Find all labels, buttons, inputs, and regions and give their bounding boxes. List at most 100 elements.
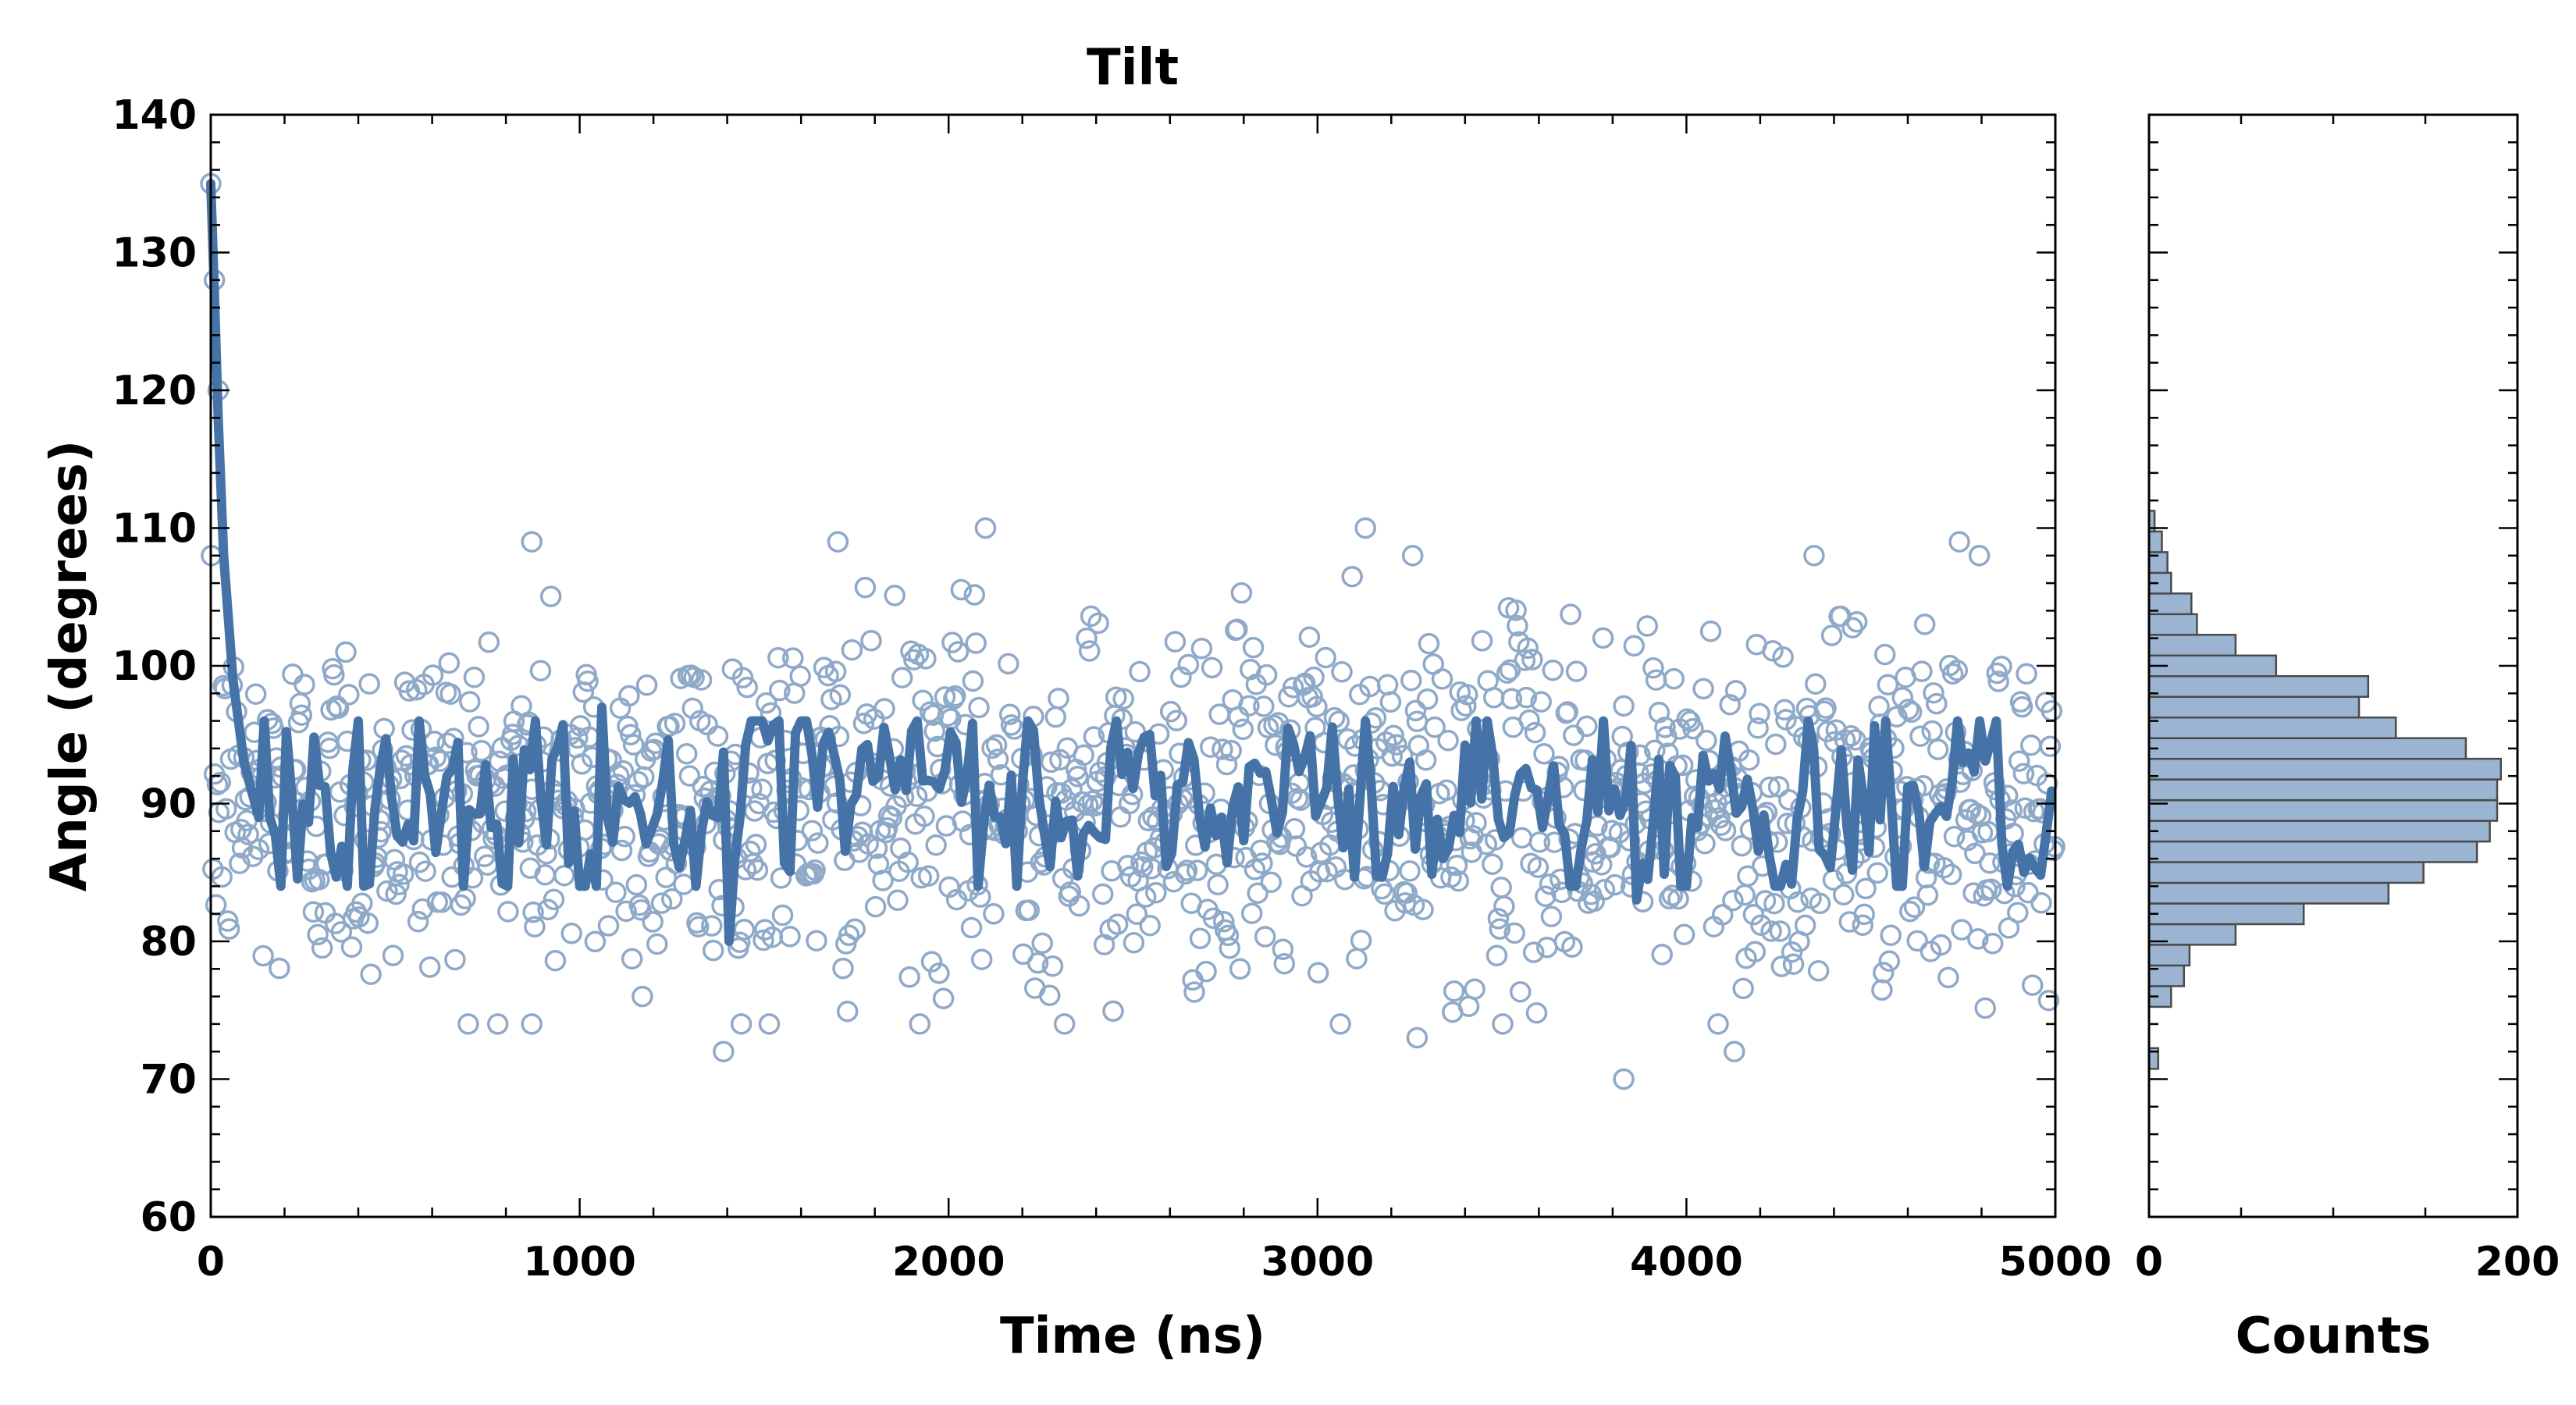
scatter-point [215, 798, 237, 820]
scatter-point [1346, 948, 1368, 969]
y-tick-label: 110 [112, 506, 197, 553]
scatter-point [358, 673, 380, 695]
scatter-point [779, 926, 801, 948]
scatter-point [625, 873, 648, 896]
scatter-point [1738, 749, 1760, 771]
scatter-point [884, 585, 906, 606]
scatter-point [1937, 966, 1959, 989]
scatter-point [950, 578, 973, 601]
scatter-point [736, 676, 758, 699]
scatter-point [1707, 1013, 1729, 1035]
scatter-point [478, 631, 500, 653]
scatter-point [1418, 632, 1440, 655]
scatter-point [1061, 778, 1083, 800]
y-tick-label: 90 [141, 781, 197, 828]
scatter-point [1336, 728, 1359, 750]
scatter-point [1164, 631, 1187, 653]
scatter-point [571, 753, 593, 775]
scatter-point [854, 576, 877, 599]
scatter-point [1663, 667, 1685, 690]
scatter-point [1443, 980, 1465, 1002]
scatter-point [1189, 927, 1212, 950]
scatter-point [1941, 663, 1964, 685]
scatter-point [1240, 902, 1263, 924]
scatter-point [1754, 890, 1777, 912]
scatter-point [1509, 980, 1532, 1003]
scatter-point [1682, 717, 1704, 740]
scatter-point [1298, 626, 1321, 648]
scatter-point [1176, 859, 1198, 881]
scatter-point [1714, 820, 1737, 841]
scatter-point [770, 867, 792, 889]
scatter-point [459, 691, 481, 713]
scatter-point [801, 820, 824, 841]
scatter-point [1593, 879, 1616, 901]
scatter-point [1903, 896, 1926, 918]
scatter-point [673, 873, 695, 895]
scatter-point [1916, 884, 1939, 906]
histogram-bar [2147, 674, 2370, 698]
scatter-point [2012, 763, 2035, 784]
scatter-point [912, 689, 934, 712]
scatter-point [314, 902, 336, 924]
scatter-point [2037, 989, 2060, 1012]
scatter-point [1471, 630, 1493, 652]
scatter-point [1485, 944, 1508, 967]
scatter-point [1132, 856, 1154, 878]
scatter-point [1186, 859, 1208, 881]
scatter-point [1518, 709, 1540, 731]
scatter-point [392, 863, 415, 885]
scatter-point [1550, 881, 1573, 904]
scatter-point [1195, 960, 1217, 983]
scatter-point [1734, 884, 1756, 906]
scatter-point [706, 725, 729, 747]
scatter-point [824, 660, 847, 683]
scatter-point [731, 667, 754, 688]
y-tick-label: 140 [112, 92, 197, 139]
scatter-point [1199, 736, 1222, 758]
scatter-point [1699, 621, 1722, 642]
scatter-point [290, 704, 313, 726]
histogram-bar [2147, 944, 2191, 967]
scatter-point [1742, 903, 1765, 926]
scatter-point [1527, 856, 1550, 878]
scatter-point [247, 838, 270, 860]
scatter-point [1437, 729, 1459, 752]
scatter-point [650, 892, 673, 914]
scatter-point [1272, 938, 1294, 960]
scatter-point [1038, 984, 1061, 1007]
scatter-point [1820, 624, 1843, 646]
scatter-point [1832, 884, 1855, 906]
scatter-point [767, 646, 789, 669]
scatter-point [1866, 862, 1888, 884]
scatter-point [1399, 860, 1421, 882]
scatter-point [1528, 831, 1551, 853]
scatter-point [544, 949, 567, 972]
scatter-point [758, 1013, 781, 1035]
scatter-point [2007, 902, 2029, 923]
scatter-point [2039, 735, 2062, 757]
scatter-point [1140, 858, 1162, 880]
scatter-point [1145, 881, 1167, 904]
x-tick-label: 0 [197, 1239, 225, 1286]
scatter-point [1731, 834, 1753, 857]
scatter-point [584, 930, 607, 953]
scatter-point [1946, 660, 1969, 681]
scatter-point [1560, 603, 1582, 625]
scatter-point [1991, 655, 2012, 678]
scatter-point [543, 888, 565, 911]
scatter-point [605, 881, 627, 903]
scatter-point [864, 895, 887, 918]
histogram-bar [2147, 778, 2499, 802]
scatter-point [1759, 776, 1781, 799]
scatter-point [1623, 635, 1646, 657]
scatter-point [1967, 928, 1989, 950]
scatter-point [1492, 1013, 1514, 1035]
scatter-point [1487, 908, 1510, 930]
scatter-point [1673, 923, 1695, 946]
scatter-point [1018, 899, 1040, 921]
scatter-point [1129, 660, 1151, 683]
scatter-point [1416, 688, 1439, 710]
scatter-point [1247, 882, 1268, 904]
scatter-point [1493, 895, 1515, 917]
